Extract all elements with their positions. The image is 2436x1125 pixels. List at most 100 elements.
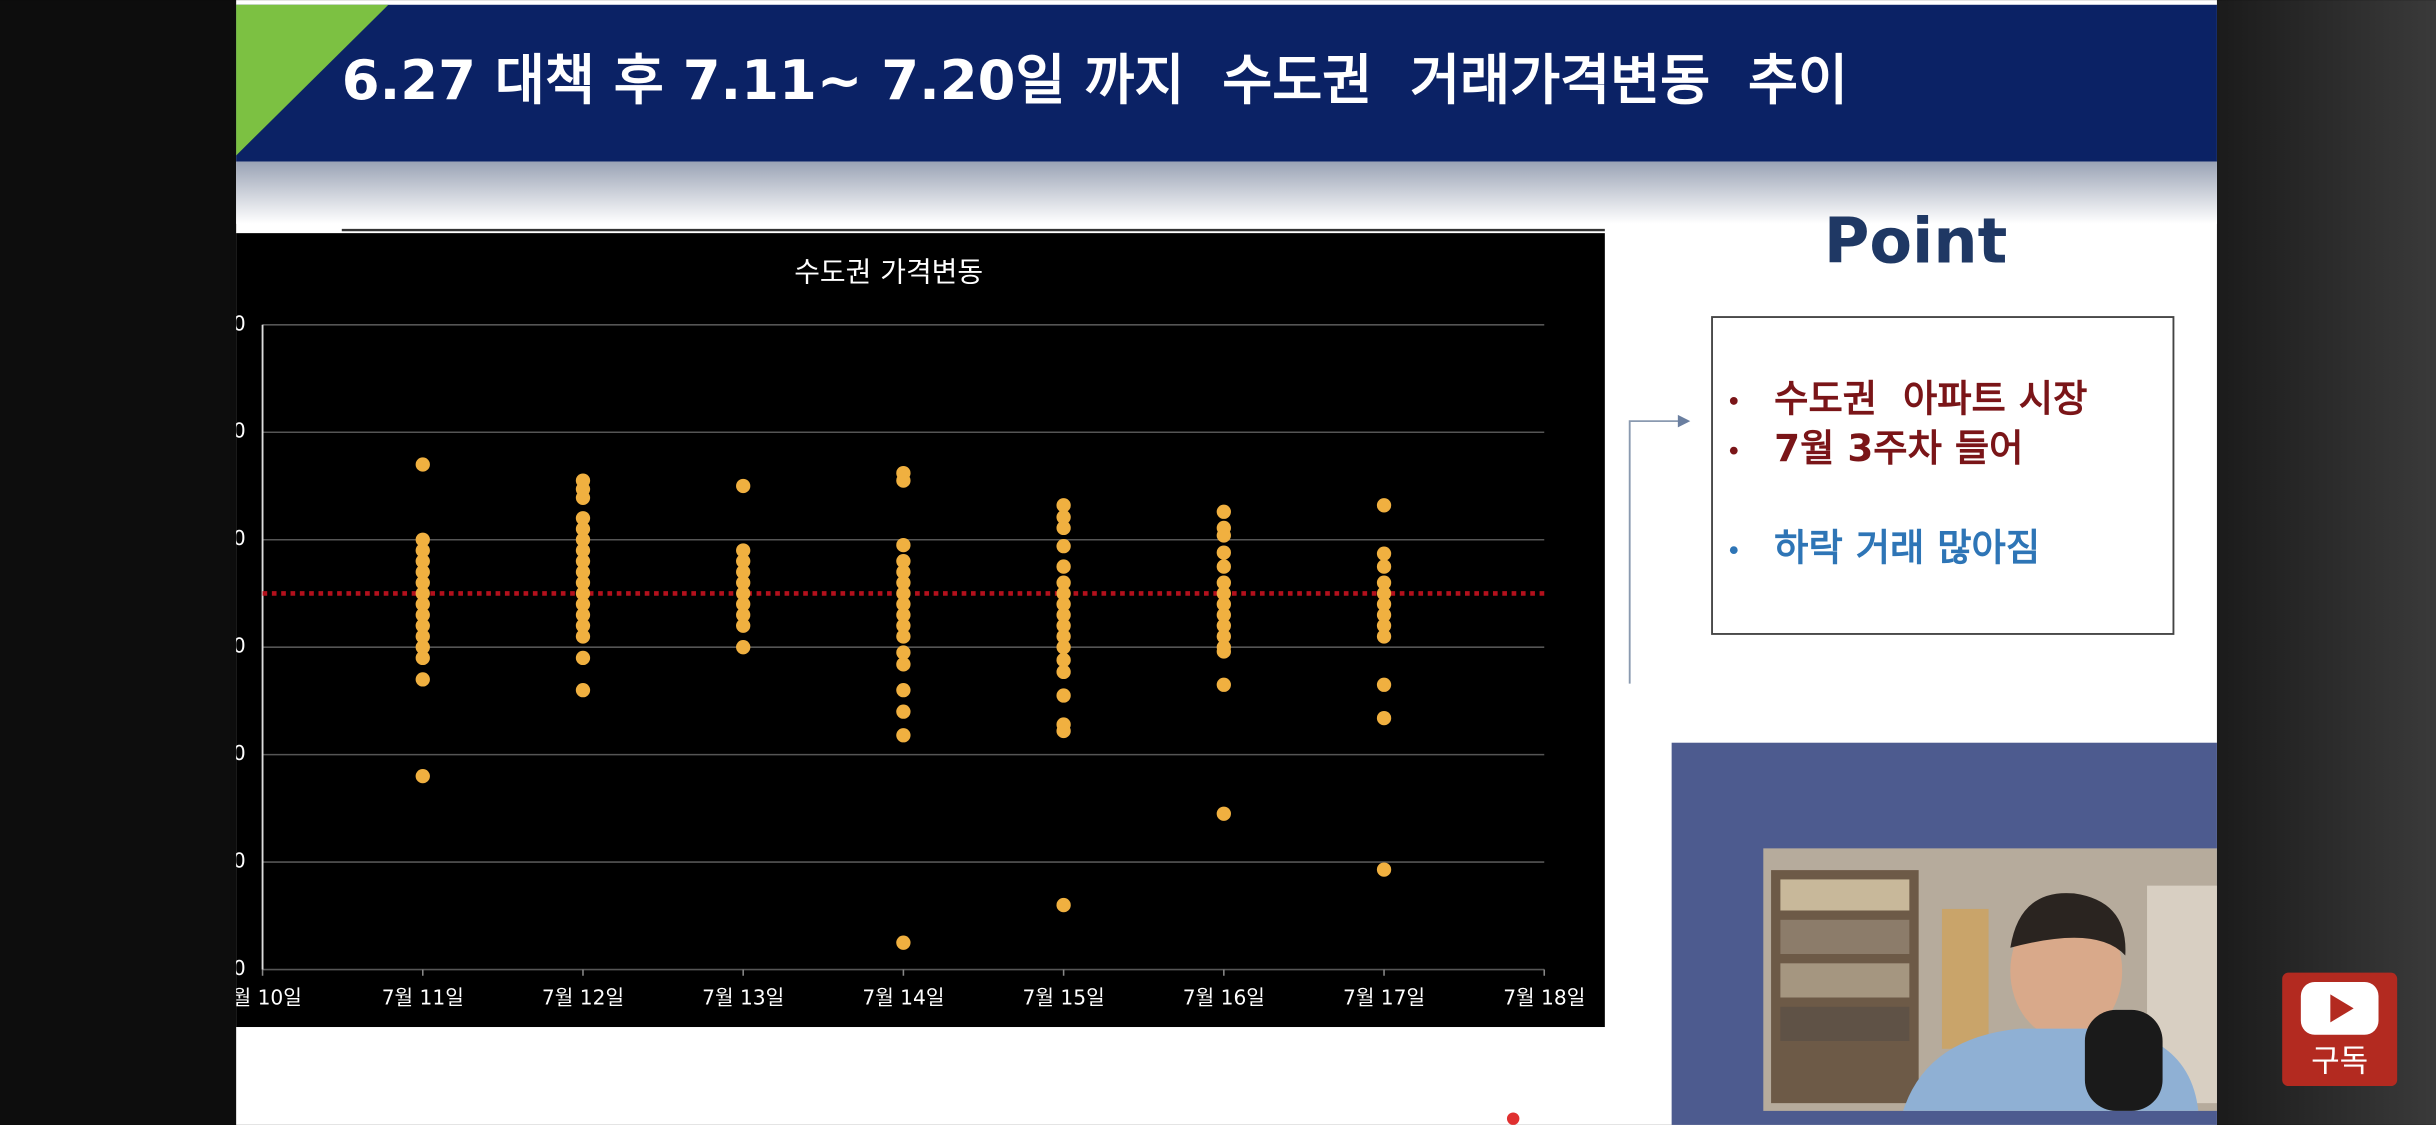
point [1376,862,1392,877]
y-tick-label: 0 [233,526,246,550]
point [736,478,751,494]
point [415,768,430,784]
play-icon [2330,994,2354,1023]
x-tick-label: 7월 14일 [862,986,944,1010]
webcam-video [1763,848,2217,1111]
point [1056,640,1071,655]
point [1216,559,1231,574]
point [1056,586,1071,601]
point [1376,710,1392,726]
y-tick-label: 0 [233,311,246,335]
point [1376,629,1392,644]
furniture [1941,908,1989,1049]
bullet-dot [1729,446,1738,455]
point [415,650,430,666]
point [736,543,751,558]
point [736,554,751,569]
bullet-text: 7월 3주차 들어 [1774,426,2023,470]
y-tick-label: 0 [233,419,246,443]
point [1216,545,1231,560]
x-tick-label: 7월 16일 [1183,986,1265,1010]
bullet-text: 하락 거래 많아짐 [1774,526,2040,570]
point [415,457,430,472]
title-banner [236,4,2217,162]
point [1056,510,1071,525]
point [896,704,911,719]
point [1216,629,1231,644]
point [575,618,591,633]
point [896,554,911,569]
point [896,683,911,698]
plot-area: 0 0 0 0 0 0 0 월 10일 7월 11일 7월 12일 7월 13일 7월 14일 7월 1… [233,311,1585,1010]
x-tick-label: 7월 15일 [1023,986,1105,1010]
point [1216,644,1231,659]
point [1056,723,1071,739]
x-tick-label: 7월 13일 [702,986,784,1010]
point [736,640,751,655]
point [1056,559,1071,574]
point [736,607,751,623]
point [575,683,591,698]
point [1376,677,1392,692]
point [575,575,591,590]
point [736,564,751,580]
x-tick-label: 7월 17일 [1343,986,1425,1010]
point [415,586,430,601]
point [415,607,430,623]
y-tick-label: 0 [233,634,246,658]
point [575,554,591,569]
point [896,586,911,601]
subscribe-label[interactable]: 구독 [2311,1044,2368,1080]
point [1376,618,1392,633]
books [1780,963,1910,998]
point [575,650,591,666]
point [415,640,430,655]
point [896,645,911,660]
y-tick-label: 0 [233,741,246,765]
point [1376,546,1392,561]
point [575,511,591,526]
bullet-text: 수도권 아파트 시장 [1774,376,2087,420]
microphone [2084,1009,2163,1111]
chart-title: 수도권 가격변동 [794,256,983,289]
point [896,575,911,590]
banner-accent [236,4,389,156]
subscribe-button[interactable]: 구독 [2282,972,2398,1087]
point [896,473,911,488]
point [1056,520,1071,536]
right-margin [2216,0,2436,1125]
y-tick-label: 0 [233,956,246,980]
point-heading: Point [1824,205,2007,278]
point [1056,575,1071,590]
point [896,537,911,553]
point [415,618,430,633]
point [1056,688,1071,703]
point [1056,664,1071,680]
point [1216,806,1231,821]
point [415,575,430,590]
point [415,554,430,569]
person-hair [2010,893,2126,956]
point [575,629,591,644]
x-tick-label: 7월 18일 [1503,986,1585,1010]
x-tick-label: 월 10일 [233,986,302,1010]
point [415,629,430,644]
point [415,543,430,558]
connector [1628,420,1681,684]
point [575,490,591,505]
point [736,575,751,590]
books [1780,879,1910,911]
point [1216,618,1231,633]
point [1056,618,1071,633]
banner-shadow [236,161,2217,224]
x-tick-label: 7월 11일 [382,986,464,1010]
point [1056,498,1071,513]
books [1780,919,1910,954]
point [415,532,430,547]
y-tick-label: 0 [233,849,246,873]
point [896,607,911,623]
pointer-dot [1506,1112,1520,1125]
point [575,597,591,612]
point [1056,652,1071,668]
point [575,607,591,623]
